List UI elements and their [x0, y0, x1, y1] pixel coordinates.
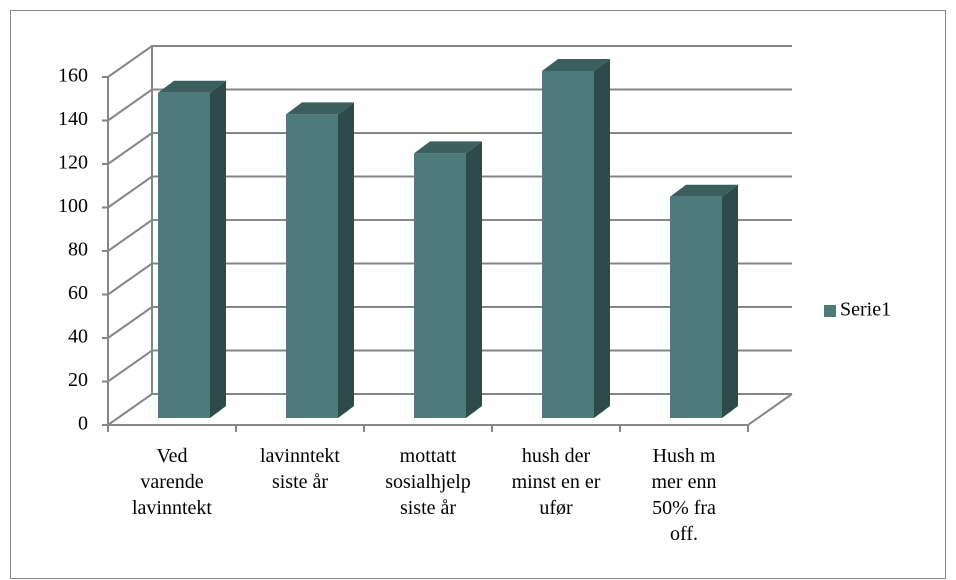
legend-label: Serie1 [840, 299, 891, 321]
bar [542, 59, 610, 418]
y-tick-label: 140 [58, 108, 88, 130]
bar [158, 80, 226, 418]
chart-border [10, 10, 946, 579]
y-tick-label: 160 [58, 65, 88, 87]
bar-side [594, 59, 610, 418]
bar-front [414, 153, 466, 418]
bar-top [158, 80, 226, 93]
x-tick-label: Ved varende lavinntekt [132, 445, 212, 519]
bar-top [670, 184, 738, 197]
bar-side [210, 80, 226, 418]
y-tick-label: 20 [68, 369, 88, 391]
bar-top [542, 59, 610, 71]
bar-side [466, 141, 482, 418]
x-tick-label: Hush m mer enn 50% fra off. [651, 445, 717, 545]
bar-top [286, 102, 354, 115]
bar-front [158, 92, 210, 418]
bar-front [670, 196, 722, 418]
bar [414, 141, 482, 418]
bar [286, 102, 354, 418]
bar-top [414, 141, 482, 154]
bar-side [338, 102, 354, 418]
bar-side [722, 184, 738, 418]
y-tick-label: 40 [68, 326, 88, 348]
y-tick-label: 60 [68, 282, 88, 304]
x-tick-label: lavinntekt siste år [260, 445, 340, 493]
x-tick-label: mottatt sosialhjelp siste år [385, 445, 471, 519]
bar-front [542, 71, 594, 418]
bar-front [286, 114, 338, 418]
y-tick-label: 80 [68, 239, 88, 261]
x-tick-label: hush der minst en er ufør [511, 445, 601, 519]
y-tick-label: 100 [58, 195, 88, 217]
y-tick-label: 0 [78, 413, 88, 435]
y-tick-label: 120 [58, 152, 88, 174]
grid-line [107, 45, 792, 78]
legend-swatch [824, 305, 836, 317]
bar [670, 184, 738, 418]
